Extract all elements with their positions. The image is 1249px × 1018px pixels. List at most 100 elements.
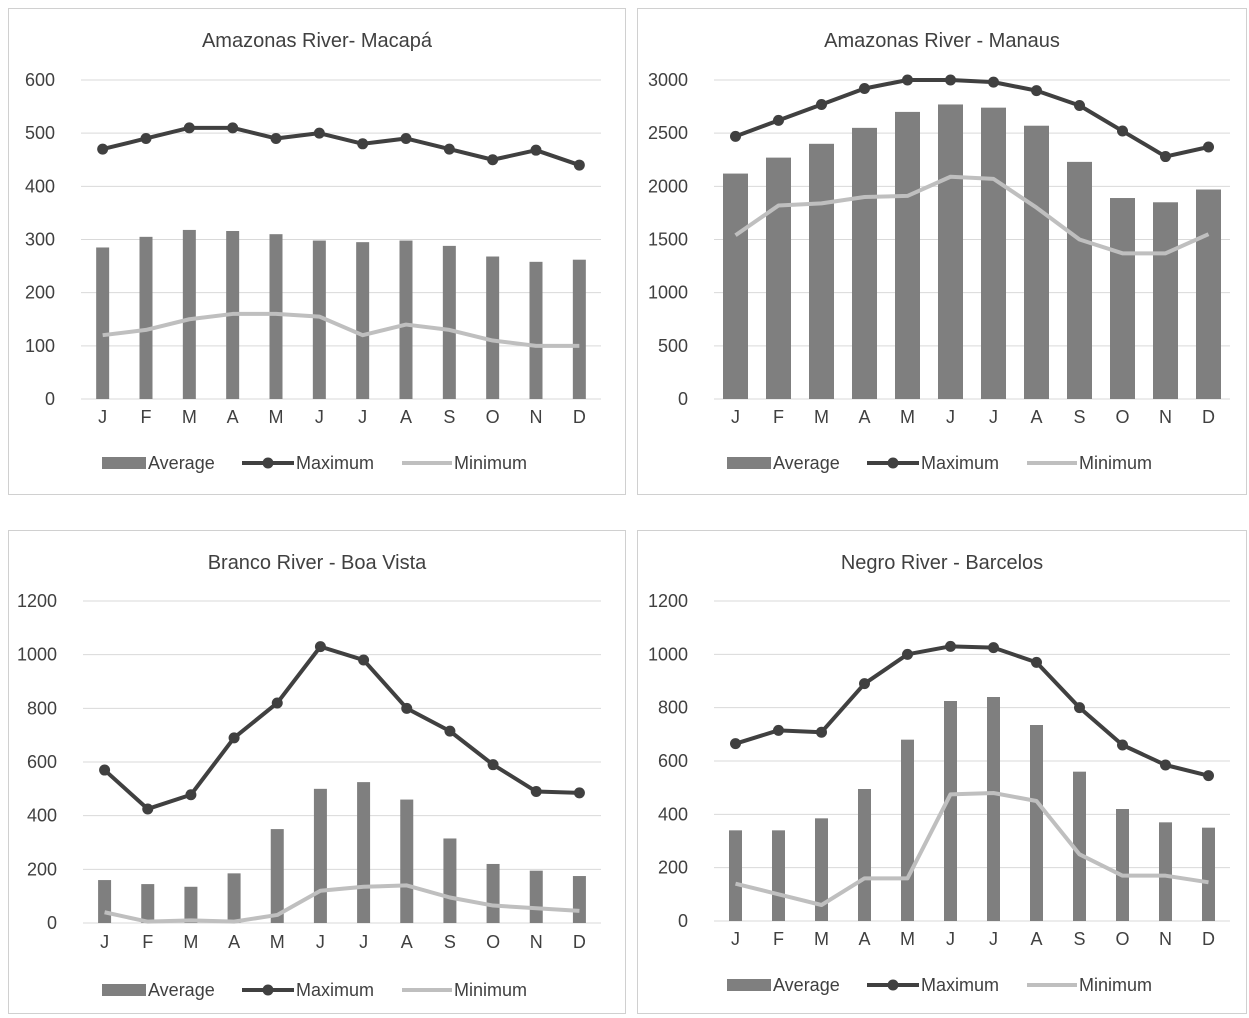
y-tick-label: 0 [45, 389, 55, 409]
bar-average [981, 107, 1006, 399]
x-tick-label: D [1202, 407, 1215, 427]
legend-label-maximum: Maximum [296, 453, 374, 473]
line-minimum [102, 311, 580, 348]
chart-panel-barcelos: Negro River - Barcelos 0 200 400 600 800 1000 1… [637, 530, 1247, 1014]
legend-label-maximum: Maximum [296, 980, 374, 1000]
bar-average [852, 127, 877, 399]
x-tick-label: S [1073, 929, 1085, 949]
x-tick-label: J [989, 407, 998, 427]
point-maximum [97, 143, 109, 155]
point-maximum [444, 725, 456, 737]
line-minimum [735, 791, 1209, 907]
x-tick-label: N [530, 407, 543, 427]
bar-average [901, 739, 914, 921]
legend-label-average: Average [148, 453, 215, 473]
x-tick-label: M [900, 407, 915, 427]
chart-svg: Amazonas River- Macapá 0 100 200 300 400 500 60… [25, 30, 601, 473]
legend-label-minimum: Minimum [1079, 453, 1152, 473]
chart-title: Amazonas River - Manaus [824, 30, 1060, 52]
bar-average [357, 782, 371, 923]
legend-swatch-average [102, 457, 146, 469]
line-maximum [734, 78, 1209, 159]
chart-panel-manaus: Amazonas River - Manaus 0 500 1000 1500 2000 2… [637, 8, 1247, 495]
y-tick-label: 500 [658, 336, 688, 356]
point-maximum [1160, 759, 1171, 771]
point-maximum [228, 732, 240, 744]
legend-marker-maximum [887, 979, 899, 991]
point-maximum [1203, 141, 1214, 153]
bar-average [313, 788, 327, 923]
point-maximum [988, 642, 999, 654]
x-tick-label: O [1115, 929, 1129, 949]
point-maximum [401, 702, 413, 714]
point-maximum [400, 132, 412, 144]
x-tick-label: J [946, 407, 955, 427]
point-maximum [773, 724, 784, 736]
point-maximum [530, 786, 542, 798]
y-tick-label: 200 [658, 858, 688, 878]
bar-average [572, 876, 586, 923]
chart-svg: Branco River - Boa Vista 0 200 400 600 800 100… [17, 552, 601, 1000]
legend-label-minimum: Minimum [454, 980, 527, 1000]
x-tick-label: A [400, 407, 412, 427]
y-tick-label: 800 [658, 698, 688, 718]
y-tick-label: 600 [27, 752, 57, 772]
bar-average [312, 240, 326, 399]
y-tick-label: 0 [678, 389, 688, 409]
x-tick-label: D [573, 932, 586, 952]
y-tick-label: 1500 [648, 230, 688, 250]
point-maximum [185, 789, 197, 801]
x-tick-label: A [227, 407, 239, 427]
y-tick-label: 3000 [648, 70, 688, 90]
bar-average [815, 818, 828, 921]
y-tick-label: 400 [25, 176, 55, 196]
bar-average [1202, 827, 1215, 921]
point-maximum [1117, 739, 1128, 751]
bar-average [270, 829, 284, 923]
bar-average [987, 697, 1000, 921]
point-maximum [358, 654, 370, 666]
x-tick-label: J [100, 932, 109, 952]
point-maximum [902, 74, 913, 86]
bar-average [1030, 725, 1043, 921]
point-maximum [1031, 85, 1042, 97]
x-tick-label: J [316, 932, 325, 952]
bar-average [938, 104, 963, 399]
bar-average [723, 173, 748, 399]
bar-average [486, 256, 500, 399]
bar-average [1153, 202, 1178, 399]
x-tick-label: A [401, 932, 413, 952]
bar-average [269, 234, 283, 399]
legend-label-average: Average [148, 980, 215, 1000]
x-tick-label: D [573, 407, 586, 427]
point-maximum [227, 122, 239, 134]
bar-average [139, 236, 153, 399]
point-maximum [1074, 702, 1085, 714]
chart-svg: Amazonas River - Manaus 0 500 1000 1500 2000 2… [648, 30, 1230, 473]
x-tick-label: J [731, 407, 740, 427]
y-tick-label: 1000 [648, 283, 688, 303]
bar-average [944, 701, 957, 921]
y-tick-label: 400 [27, 806, 57, 826]
chart-title: Amazonas River- Macapá [202, 30, 433, 52]
point-maximum [313, 127, 325, 139]
point-maximum [270, 132, 282, 144]
bar-average [1159, 822, 1172, 921]
point-maximum [1160, 151, 1171, 163]
x-tick-label: J [946, 929, 955, 949]
y-tick-label: 0 [678, 911, 688, 931]
point-maximum [730, 130, 741, 142]
y-tick-label: 1000 [17, 645, 57, 665]
bar-average [895, 111, 920, 400]
point-maximum [988, 76, 999, 88]
x-tick-label: S [443, 407, 455, 427]
bar-average [399, 240, 413, 399]
x-tick-label: N [1159, 407, 1172, 427]
bar-average [766, 157, 791, 399]
point-maximum [1074, 100, 1085, 112]
bar-average [443, 838, 457, 923]
bar-average [572, 259, 586, 399]
y-tick-label: 400 [658, 804, 688, 824]
legend-label-maximum: Maximum [921, 975, 999, 995]
y-tick-label: 2000 [648, 176, 688, 196]
